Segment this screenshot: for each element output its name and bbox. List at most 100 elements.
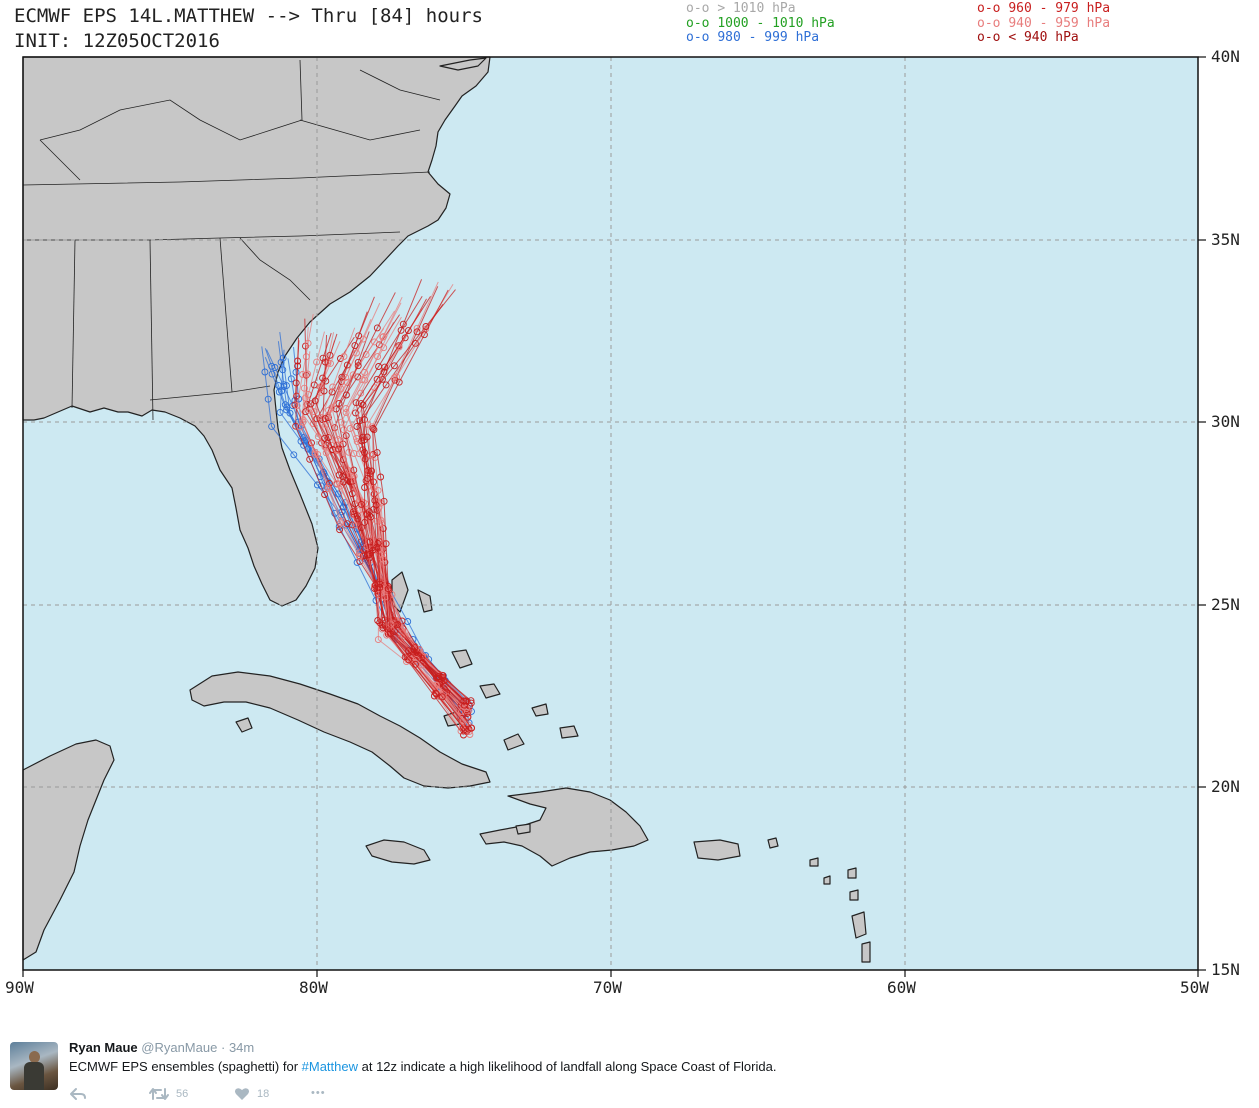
track-point — [415, 651, 423, 659]
track-point — [376, 580, 384, 588]
lat-label-15n: 15N — [1211, 960, 1240, 979]
track-point — [317, 414, 325, 422]
track-point — [302, 371, 310, 379]
track-point — [395, 343, 403, 351]
isle-of-youth — [235, 717, 253, 733]
track-point — [420, 331, 428, 339]
track-point — [367, 451, 374, 459]
legend-marker: o-o — [977, 30, 1009, 45]
track-point — [395, 378, 403, 386]
track-point — [335, 399, 343, 407]
track-point — [365, 551, 373, 558]
legend-entry: o-o 940 - 959 hPa — [977, 15, 1110, 32]
track-point — [321, 415, 329, 423]
gonave — [515, 823, 531, 835]
track-point — [306, 455, 314, 463]
track-point — [353, 423, 361, 430]
track-point — [276, 408, 284, 416]
jamaica — [365, 839, 431, 865]
track-point — [277, 358, 285, 366]
state-borders — [22, 59, 441, 421]
tweet-time[interactable]: 34m — [228, 1040, 255, 1055]
tweet: Ryan Maue @RyanMaue · 34m ECMWF EPS ense… — [0, 1030, 1259, 1108]
hashtag-link[interactable]: #Matthew — [301, 1059, 359, 1074]
track-point — [361, 376, 369, 384]
legend-marker: o-o — [686, 1, 718, 16]
track-point — [336, 526, 344, 534]
lat-label-25n: 25N — [1211, 595, 1240, 614]
author-handle[interactable]: @RyanMaue — [141, 1040, 218, 1055]
track-point — [337, 519, 345, 527]
track-point — [307, 400, 315, 408]
track-point — [319, 354, 327, 362]
track-point — [320, 387, 328, 395]
track-point — [374, 486, 382, 494]
retweet-count: 56 — [176, 1088, 189, 1100]
bahamas-5 — [503, 733, 525, 751]
ensemble-track — [309, 341, 470, 712]
more-button[interactable]: ••• — [311, 1087, 326, 1099]
legend-entry: o-o < 940 hPa — [977, 30, 1110, 46]
legend-left: o-o > 1010 hPa o-o 1000 - 1010 hPa o-o 980… — [686, 1, 835, 46]
title-line-2: INIT: 12Z05OCT2016 — [14, 30, 220, 52]
track-point — [293, 402, 301, 410]
track-point — [379, 333, 387, 341]
track-point — [464, 713, 472, 721]
track-point — [399, 320, 407, 328]
track-point — [412, 660, 419, 668]
track-point — [350, 466, 358, 474]
track-point — [296, 423, 304, 431]
track-point — [369, 425, 377, 432]
track-point — [381, 593, 389, 601]
track-point — [368, 467, 376, 475]
tweet-text: ECMWF EPS ensembles (spaghetti) for #Mat… — [69, 1059, 776, 1074]
track-point — [458, 707, 466, 715]
reply-button[interactable] — [69, 1087, 87, 1101]
track-point — [292, 379, 300, 387]
track-point — [371, 338, 378, 346]
track-point — [371, 581, 379, 589]
track-point — [381, 363, 389, 371]
track-point — [342, 432, 350, 440]
graticule — [23, 57, 1198, 970]
legend-entry: o-o 980 - 999 hPa — [686, 30, 835, 46]
track-point — [462, 697, 470, 705]
track-point — [338, 508, 346, 516]
track-point — [300, 384, 308, 392]
axis-ticks — [22, 56, 1206, 977]
track-point — [365, 477, 373, 485]
reply-icon — [70, 1088, 86, 1100]
track-point — [359, 401, 367, 409]
track-point — [361, 484, 369, 491]
track-point — [352, 399, 360, 407]
track-point — [370, 426, 378, 434]
track-point — [380, 497, 388, 505]
track-point — [361, 369, 369, 376]
like-button[interactable]: 18 — [234, 1087, 269, 1101]
track-point — [374, 353, 382, 361]
track-point — [466, 731, 474, 738]
legend-entry: o-o 960 - 979 hPa — [977, 1, 1110, 17]
track-point — [356, 557, 364, 565]
storm-track-map — [22, 56, 1206, 977]
track-point — [398, 617, 406, 625]
track-point — [377, 519, 385, 527]
retweet-button[interactable]: 56 — [149, 1087, 188, 1101]
lat-label-20n: 20N — [1211, 777, 1240, 796]
ensemble-tracks — [261, 279, 476, 739]
legend-label: > 1010 hPa — [717, 1, 796, 16]
track-point — [384, 585, 392, 593]
author-name[interactable]: Ryan Maue — [69, 1040, 138, 1055]
track-point — [304, 370, 312, 378]
tweet-header: Ryan Maue @RyanMaue · 34m — [69, 1040, 254, 1055]
bahamas-2 — [417, 589, 433, 613]
avatar[interactable] — [10, 1042, 58, 1090]
track-point — [393, 373, 401, 381]
separator: · — [220, 1040, 226, 1055]
track-point — [380, 344, 388, 352]
track-point — [294, 357, 302, 365]
ensemble-track — [362, 289, 465, 706]
legend-marker: o-o — [977, 15, 1009, 31]
track-point — [321, 491, 329, 498]
track-point — [361, 455, 369, 463]
